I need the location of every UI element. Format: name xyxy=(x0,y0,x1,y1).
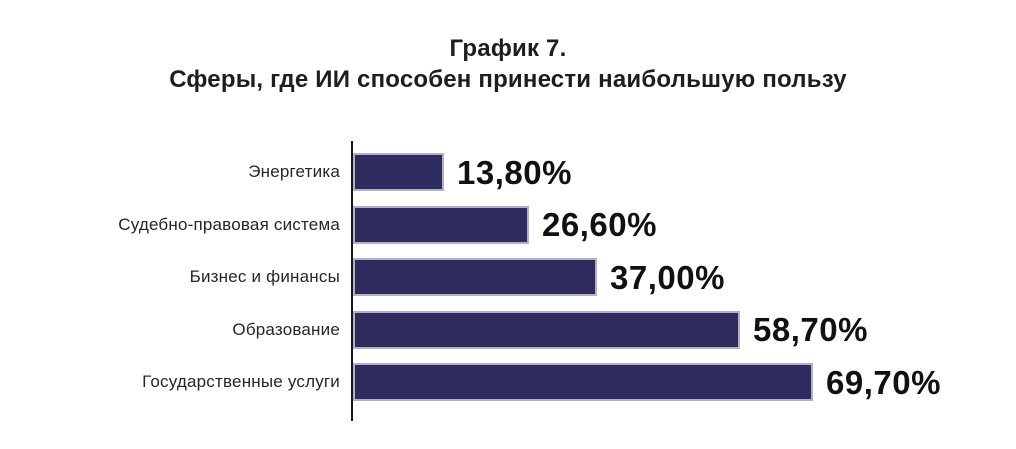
value-label: 26,60% xyxy=(542,206,657,244)
chart-title-line1: График 7. xyxy=(449,35,567,62)
bar-row: Судебно-правовая система 26,60% xyxy=(0,199,1016,252)
value-label: 58,70% xyxy=(753,311,868,349)
bar-track: 37,00% xyxy=(353,258,725,297)
category-label: Бизнес и финансы xyxy=(189,267,340,287)
bar-row: Бизнес и финансы 37,00% xyxy=(0,251,1016,304)
bar-track: 26,60% xyxy=(353,205,657,244)
value-label: 69,70% xyxy=(826,363,941,401)
category-label: Образование xyxy=(232,319,340,339)
bar xyxy=(353,153,444,192)
chart-title-line2: Сферы, где ИИ способен принести наибольш… xyxy=(169,66,847,93)
bar-track: 13,80% xyxy=(353,153,572,192)
bar xyxy=(353,310,740,349)
y-axis-line xyxy=(351,141,353,421)
bar-track: 69,70% xyxy=(353,363,941,402)
bar xyxy=(353,258,597,297)
bar-row: Энергетика 13,80% xyxy=(0,146,1016,199)
value-label: 13,80% xyxy=(457,153,572,191)
value-label: 37,00% xyxy=(610,258,725,296)
chart-title: График 7. Сферы, где ИИ способен принест… xyxy=(0,33,1016,95)
bar-row: Государственные услуги 69,70% xyxy=(0,356,1016,409)
bar xyxy=(353,205,529,244)
bar-row: Образование 58,70% xyxy=(0,304,1016,357)
bar-rows: Энергетика 13,80% Судебно-правовая система… xyxy=(0,146,1016,409)
bar-track: 58,70% xyxy=(353,310,868,349)
category-label: Государственные услуги xyxy=(142,372,340,392)
category-label: Энергетика xyxy=(248,162,340,182)
category-label: Судебно-правовая система xyxy=(118,214,340,234)
bar xyxy=(353,363,813,402)
